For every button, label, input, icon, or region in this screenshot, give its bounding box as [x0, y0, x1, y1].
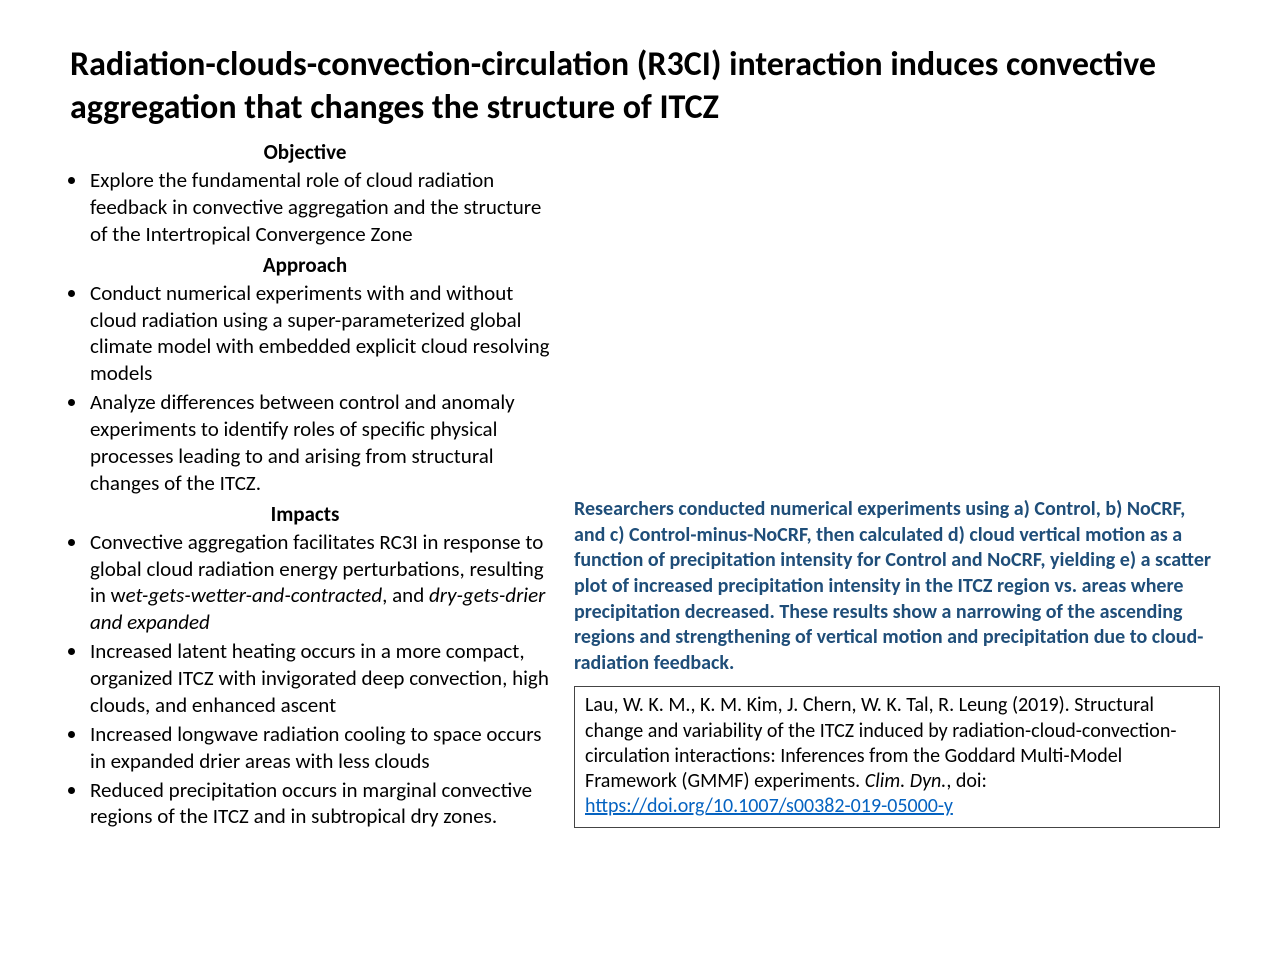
- impacts-list: Convective aggregation facilitates RC3I …: [60, 529, 550, 831]
- text-run: , and: [382, 582, 429, 608]
- citation-post: , doi:: [946, 769, 987, 793]
- citation-journal: Clim. Dyn.: [865, 769, 947, 793]
- list-item: Convective aggregation facilitates RC3I …: [88, 529, 550, 637]
- page-title: Radiation-clouds-convection-circulation …: [60, 44, 1220, 129]
- impacts-heading: Impacts: [60, 501, 550, 527]
- list-item: Conduct numerical experiments with and w…: [88, 280, 550, 388]
- objective-list: Explore the fundamental role of cloud ra…: [60, 167, 550, 248]
- left-column: Objective Explore the fundamental role o…: [60, 135, 550, 832]
- right-column: Researchers conducted numerical experime…: [574, 135, 1220, 832]
- content-columns: Objective Explore the fundamental role o…: [60, 135, 1220, 832]
- list-item: Explore the fundamental role of cloud ra…: [88, 167, 550, 248]
- list-item: Reduced precipitation occurs in marginal…: [88, 777, 550, 831]
- list-item: Analyze differences between control and …: [88, 389, 550, 497]
- list-item: Increased latent heating occurs in a mor…: [88, 638, 550, 719]
- list-item: Increased longwave radiation cooling to …: [88, 721, 550, 775]
- text-run-italic: et-gets-wetter-and-contracted: [126, 582, 383, 608]
- figure-caption: Researchers conducted numerical experime…: [574, 497, 1220, 676]
- doi-link[interactable]: https://doi.org/10.1007/s00382-019-05000…: [585, 794, 953, 818]
- objective-heading: Objective: [60, 139, 550, 165]
- citation-box: Lau, W. K. M., K. M. Kim, J. Chern, W. K…: [574, 686, 1220, 828]
- approach-heading: Approach: [60, 252, 550, 278]
- approach-list: Conduct numerical experiments with and w…: [60, 280, 550, 497]
